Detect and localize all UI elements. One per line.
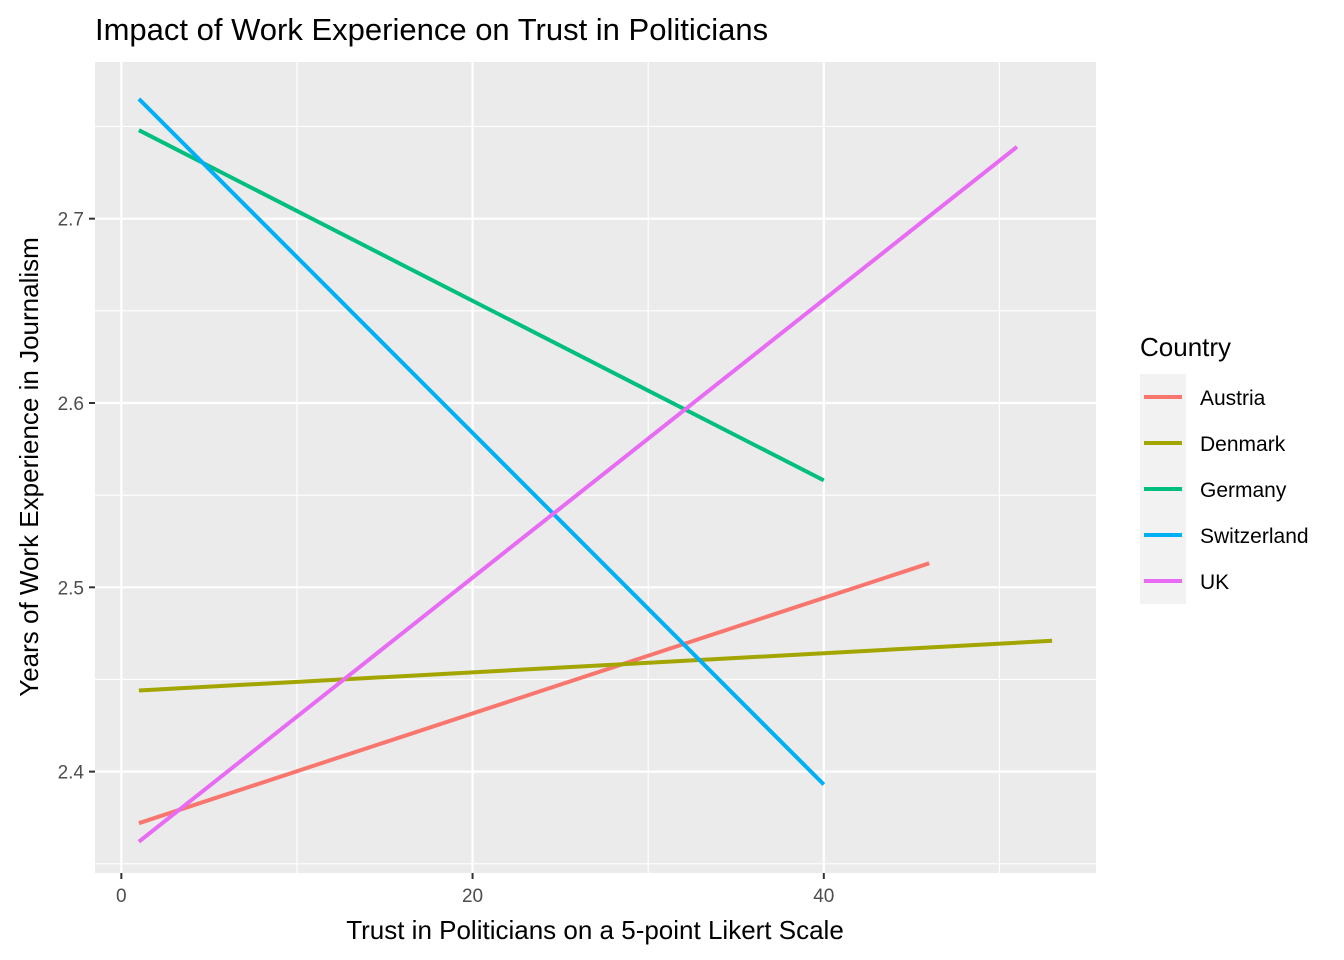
legend-label-switzerland: Switzerland — [1200, 525, 1309, 548]
grid-minor — [95, 62, 1096, 873]
legend-title: Country — [1140, 332, 1231, 362]
legend-label-uk: UK — [1200, 571, 1229, 594]
legend-label-austria: Austria — [1200, 387, 1266, 410]
legend-items: Austria Denmark Germany Switzerland UK — [1144, 387, 1309, 594]
series-line-denmark — [138, 638, 1053, 693]
series-line-austria — [138, 561, 930, 826]
series-line-switzerland — [137, 97, 826, 786]
y-tick-label: 2.7 — [58, 210, 84, 231]
legend-label-denmark: Denmark — [1200, 433, 1286, 456]
chart-title: Impact of Work Experience on Trust in Po… — [95, 12, 768, 47]
grid-major — [95, 62, 1096, 873]
y-tick-label: 2.6 — [58, 394, 84, 415]
x-tick-label: 20 — [462, 886, 483, 907]
y-axis-title: Years of Work Experience in Journalism — [14, 237, 44, 697]
x-axis-title: Trust in Politicians on a 5-point Likert… — [346, 915, 844, 945]
y-axis: 2.4 2.5 2.6 2.7 — [58, 210, 95, 784]
plot-panel — [95, 62, 1096, 873]
legend-label-germany: Germany — [1200, 479, 1287, 502]
x-axis: 0 20 40 — [116, 873, 834, 907]
legend: Country Austria Denmark Germany Switzerland… — [1140, 332, 1309, 604]
series-line-uk — [137, 145, 1019, 844]
x-tick-label: 0 — [116, 886, 127, 907]
x-tick-label: 40 — [813, 886, 834, 907]
y-tick-label: 2.4 — [58, 763, 85, 784]
y-tick-label: 2.5 — [58, 578, 84, 599]
series-line-germany — [137, 128, 825, 483]
series-lines — [137, 97, 1053, 844]
